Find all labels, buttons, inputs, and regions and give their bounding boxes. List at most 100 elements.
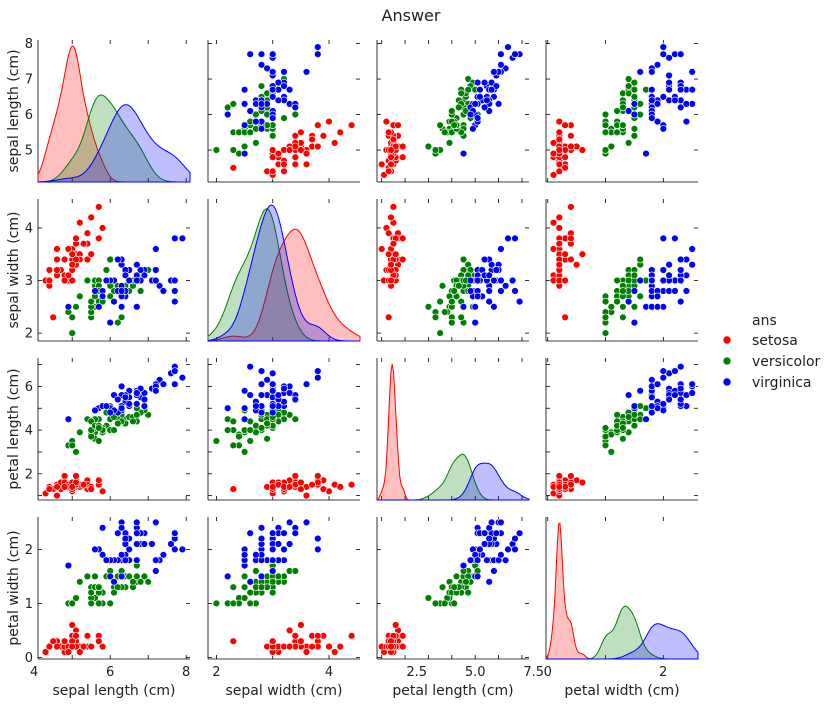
x-tick-label: 0 [544,665,552,680]
point-virginica [653,117,662,126]
point-setosa [378,245,386,253]
point-setosa [399,142,407,151]
point-virginica [665,85,673,94]
point-virginica [114,529,122,537]
y-axis-label: petal width (cm) [6,530,22,645]
point-versicolor [144,578,152,586]
point-virginica [497,50,505,58]
point-setosa [555,472,563,480]
point-setosa [387,642,395,651]
point-virginica [91,545,99,554]
x-tick-label: 6 [106,665,114,680]
point-virginica [280,545,288,554]
point-virginica [269,556,277,564]
point-versicolor [455,282,463,290]
point-virginica [252,402,260,410]
point-versicolor [72,303,80,311]
point-versicolor [240,448,249,456]
point-virginica [473,572,482,581]
y-tick-label: 5 [25,144,33,159]
point-setosa [561,164,569,172]
point-versicolor [280,114,288,122]
point-versicolor [619,121,627,129]
point-setosa [68,621,76,629]
point-virginica [140,402,149,410]
point-setosa [308,642,316,651]
point-versicolor [441,308,449,316]
point-versicolor [87,588,95,597]
point-versicolor [68,313,76,321]
point-virginica [285,540,294,548]
point-versicolor [246,437,254,445]
point-virginica [98,551,107,559]
point-virginica [285,85,294,94]
point-virginica [133,303,141,311]
point-setosa [291,132,299,140]
point-versicolor [257,583,266,591]
point-virginica [263,376,271,384]
point-setosa [561,153,569,161]
point-virginica [476,545,484,554]
point-virginica [511,50,519,58]
point-virginica [636,387,644,395]
point-virginica [224,404,232,412]
point-virginica [133,276,141,285]
point-versicolor [619,287,627,295]
point-virginica [487,85,496,94]
point-virginica [497,518,505,527]
point-setosa [68,250,76,258]
point-virginica [659,266,667,274]
point-versicolor [448,107,456,115]
x-tick-label: 2 [212,665,220,680]
point-virginica [494,100,503,108]
point-setosa [45,276,54,285]
point-virginica [125,276,133,285]
y-axis-label: sepal length (cm) [6,49,22,172]
point-versicolor [229,100,238,108]
point-setosa [297,637,305,645]
x-tick-label: 8 [182,665,190,680]
point-virginica [659,234,667,243]
point-versicolor [87,297,95,306]
point-versicolor [436,121,444,129]
point-versicolor [133,572,141,581]
point-versicolor [601,146,610,154]
point-virginica [501,556,510,564]
point-virginica [314,534,322,543]
point-setosa [95,203,103,211]
point-setosa [336,483,344,491]
point-virginica [64,561,73,570]
y-tick-label: 0 [25,651,33,666]
point-setosa [567,234,575,243]
point-versicolor [613,107,621,115]
point-virginica [676,103,685,112]
point-setosa [64,648,73,656]
point-setosa [291,142,299,151]
point-virginica [117,382,126,391]
point-virginica [473,114,482,122]
point-versicolor [240,142,249,151]
point-virginica [490,303,498,311]
point-virginica [152,276,160,285]
point-virginica [121,556,130,564]
point-setosa [302,648,311,656]
point-virginica [630,100,639,108]
point-versicolor [87,599,95,608]
point-versicolor [624,89,633,98]
point-setosa [68,261,76,269]
point-versicolor [441,128,449,137]
point-setosa [399,642,407,651]
point-versicolor [83,276,92,285]
point-setosa [60,472,69,480]
y-tick-label: 4 [25,221,33,236]
point-virginica [487,518,496,527]
point-setosa [331,648,339,656]
point-versicolor [257,424,266,432]
x-axis-label: sepal width (cm) [225,683,342,699]
point-virginica [159,287,168,295]
point-virginica [648,96,656,105]
point-virginica [480,103,489,112]
panel-sepal-width-vs-petal-width [545,199,698,342]
point-virginica [659,50,667,58]
